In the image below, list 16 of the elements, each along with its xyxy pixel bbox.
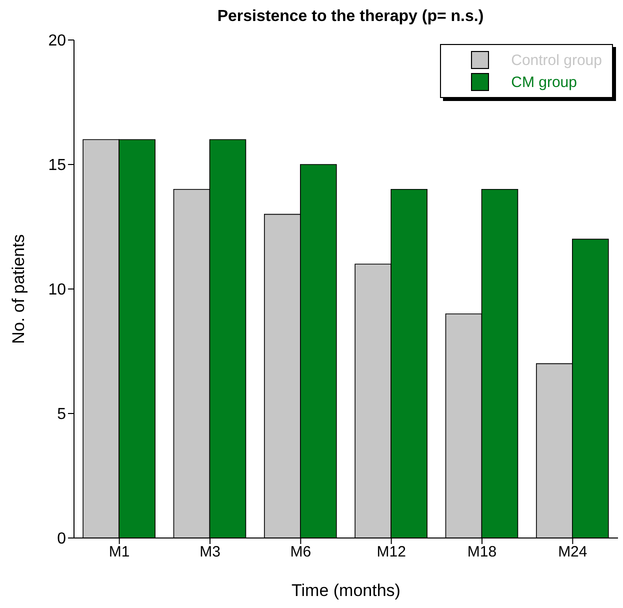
y-tick-label: 20 bbox=[48, 32, 66, 50]
x-tick-label: M3 bbox=[200, 544, 220, 561]
legend-label: Control group bbox=[511, 52, 602, 68]
x-tick-label: M18 bbox=[467, 544, 497, 561]
chart-title: Persistence to the therapy (p= n.s.) bbox=[216, 8, 485, 27]
legend-label: CM group bbox=[511, 74, 577, 90]
x-tick-label: M24 bbox=[558, 544, 588, 561]
x-tick-label: M12 bbox=[376, 544, 406, 561]
x-tick-label: M1 bbox=[108, 544, 130, 561]
y-tick-label: 5 bbox=[57, 406, 66, 424]
x-axis-title: Time (months) bbox=[292, 581, 400, 600]
y-tick-label: 0 bbox=[57, 530, 66, 548]
x-tick-label: M6 bbox=[290, 544, 312, 561]
y-tick-label: 10 bbox=[48, 282, 66, 299]
y-tick-label: 15 bbox=[48, 157, 66, 174]
y-axis-title: No. of patients bbox=[9, 234, 28, 344]
